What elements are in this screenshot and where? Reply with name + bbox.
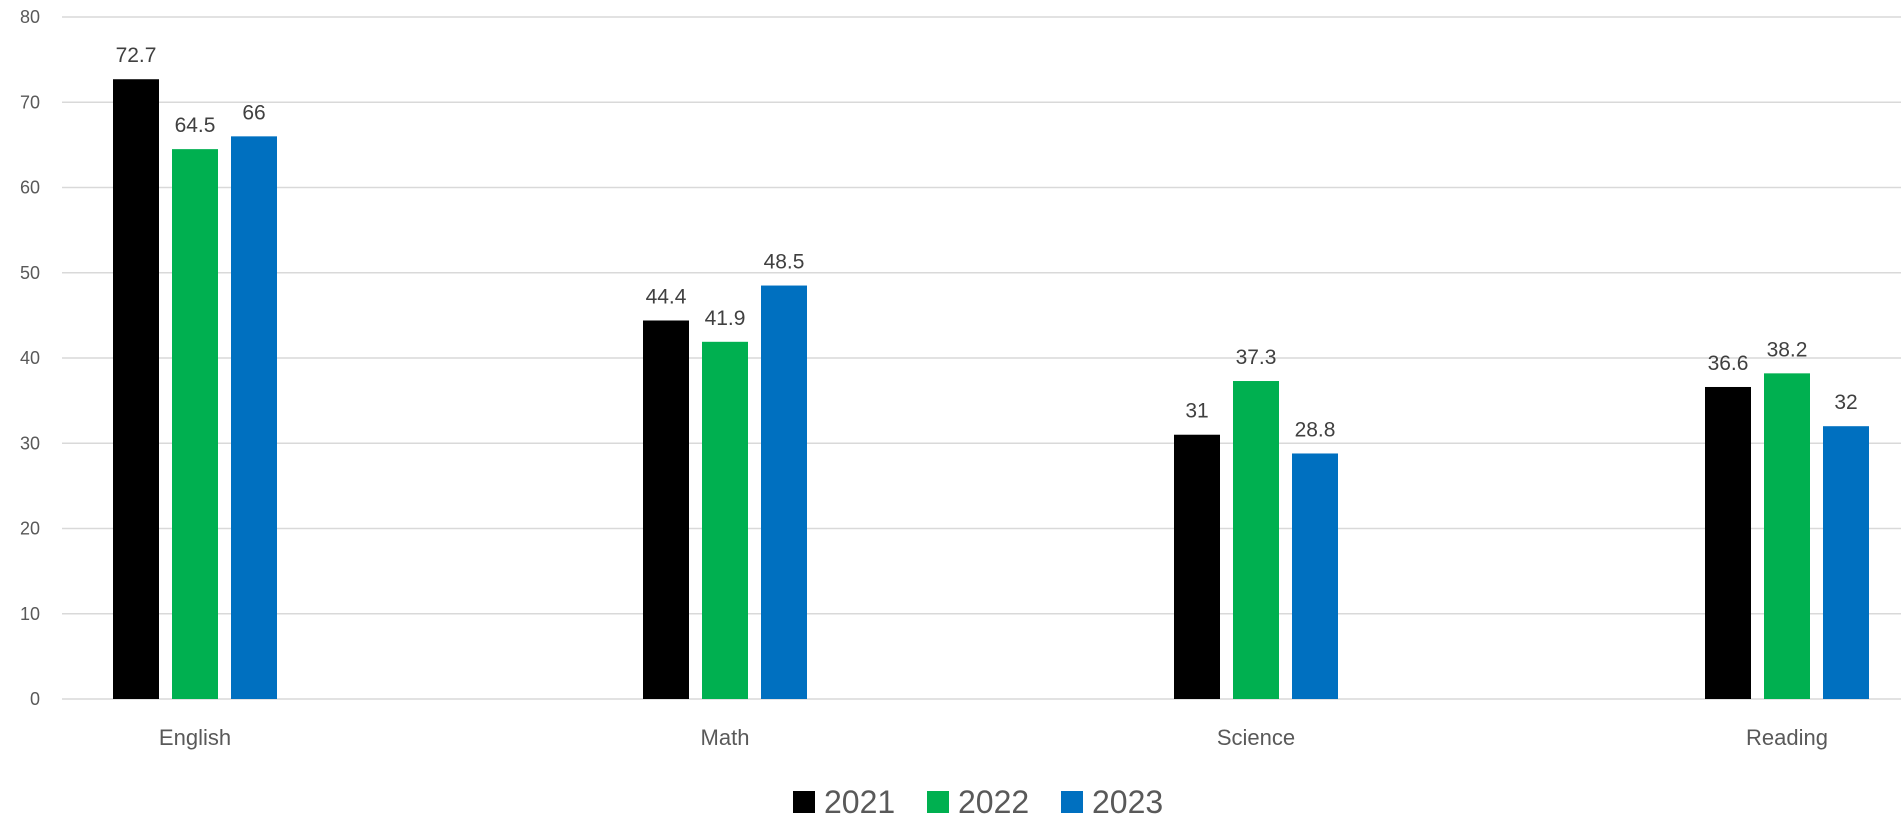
bar-reading-2022 — [1764, 373, 1810, 699]
data-label-science-2022: 37.3 — [1236, 346, 1277, 369]
bar-reading-2023 — [1823, 426, 1869, 699]
legend-label-2021: 2021 — [824, 784, 895, 818]
data-label-math-2023: 48.5 — [764, 251, 805, 274]
bar-english-2021 — [113, 79, 159, 700]
y-gridlines — [62, 16, 1901, 700]
bar-science-2021 — [1174, 434, 1220, 699]
x-axis-category-labels: English Math Science Reading — [159, 725, 1828, 750]
data-labels: 72.7 64.5 66 44.4 41.9 48.5 31 37.3 28.8 36.6 38.2… — [116, 44, 1858, 441]
bar-math-2022 — [702, 341, 748, 699]
y-tick-label: 40 — [20, 348, 40, 368]
data-label-reading-2021: 36.6 — [1708, 352, 1749, 375]
data-label-science-2021: 31 — [1185, 400, 1208, 423]
legend: 2021 2022 2023 — [793, 784, 1163, 818]
y-tick-label: 60 — [20, 178, 40, 198]
bar-math-2023 — [761, 285, 807, 699]
legend-swatch-2023 — [1061, 791, 1083, 813]
y-tick-label: 10 — [20, 604, 40, 624]
bar-reading-2021 — [1705, 386, 1751, 699]
x-tick-label-math: Math — [701, 725, 750, 750]
y-axis-tick-labels: 0 10 20 30 40 50 60 70 80 — [20, 7, 40, 709]
bar-series — [113, 79, 1869, 700]
data-label-reading-2022: 38.2 — [1767, 338, 1808, 361]
data-label-science-2023: 28.8 — [1295, 418, 1336, 441]
y-tick-label: 30 — [20, 433, 40, 453]
data-label-english-2022: 64.5 — [175, 114, 216, 137]
y-tick-label: 80 — [20, 7, 40, 27]
data-label-math-2021: 44.4 — [646, 285, 687, 308]
bar-english-2023 — [231, 136, 277, 700]
legend-label-2023: 2023 — [1092, 784, 1163, 818]
y-tick-label: 0 — [30, 689, 40, 709]
bar-science-2022 — [1233, 381, 1279, 699]
data-label-math-2022: 41.9 — [705, 307, 746, 330]
legend-swatch-2022 — [927, 791, 949, 813]
x-tick-label-science: Science — [1217, 725, 1295, 750]
y-tick-label: 20 — [20, 519, 40, 539]
bar-science-2023 — [1292, 453, 1338, 699]
data-label-reading-2023: 32 — [1834, 391, 1857, 414]
data-label-english-2021: 72.7 — [116, 44, 157, 67]
y-tick-label: 70 — [20, 92, 40, 112]
bar-math-2021 — [643, 320, 689, 699]
y-tick-label: 50 — [20, 263, 40, 283]
bar-english-2022 — [172, 149, 218, 699]
x-tick-label-english: English — [159, 725, 231, 750]
legend-swatch-2021 — [793, 791, 815, 813]
data-label-english-2023: 66 — [242, 101, 265, 124]
x-tick-label-reading: Reading — [1746, 725, 1828, 750]
legend-label-2022: 2022 — [958, 784, 1029, 818]
